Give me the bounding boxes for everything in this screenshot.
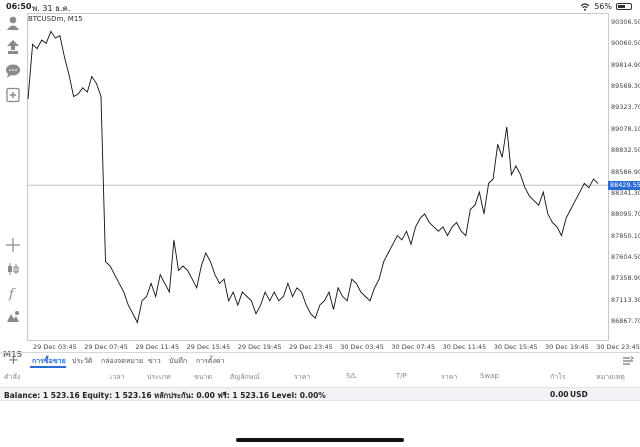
add-icon[interactable]: + <box>8 353 19 368</box>
balance-row: Balance: 1 523.16 Equity: 1 523.16 หลักป… <box>0 387 640 401</box>
tab-settings[interactable]: การตั้งค่า <box>196 357 225 365</box>
col-swap: Swap <box>480 372 499 380</box>
col-order: คำสั่ง <box>4 373 21 381</box>
price-tick-label: 89814.90 <box>611 60 640 69</box>
col-tp: T/P <box>396 372 407 380</box>
price-tick-label: 88832.50 <box>611 146 640 155</box>
status-right: 56% <box>580 2 632 11</box>
balance-summary: Balance: 1 523.16 Equity: 1 523.16 หลักป… <box>4 391 326 400</box>
price-tick-label: 87604.50 <box>611 252 640 261</box>
account-icon[interactable] <box>4 14 22 32</box>
col-comment: หมายเหตุ <box>596 373 625 381</box>
trade-icon[interactable] <box>4 38 22 56</box>
terminal-tabs: + การซื้อขาย ประวัติ กล่องจดหมาย ข่าว บั… <box>0 352 640 368</box>
new-order-icon[interactable] <box>4 86 22 104</box>
tab-history[interactable]: ประวัติ <box>72 357 93 365</box>
price-line-series <box>27 30 599 324</box>
tab-news[interactable]: ข่าว <box>148 357 161 365</box>
positions-table-header: คำสั่ง เวลา ประเภท ขนาด สัญลักษณ์ ราคา S… <box>0 372 640 384</box>
tab-trade[interactable]: การซื้อขาย <box>32 357 66 365</box>
total-profit: 0.00 <box>550 390 569 399</box>
col-volume: ขนาด <box>194 373 213 381</box>
svg-text:f: f <box>8 287 16 301</box>
price-tick-label: 86867.70 <box>611 317 640 325</box>
status-time: 06:50 <box>6 2 32 11</box>
account-currency: USD <box>570 390 588 399</box>
price-tick-label: 87113.30 <box>611 295 640 304</box>
col-sl: S/L <box>346 372 357 380</box>
price-tick-label: 89078.10 <box>611 124 640 133</box>
wifi-icon <box>580 2 590 11</box>
time-tick-label: 29 Dec 15:45 <box>186 343 231 351</box>
tab-mailbox[interactable]: กล่องจดหมาย <box>101 357 144 365</box>
time-tick-label: 30 Dec 15:45 <box>493 343 538 351</box>
chart-title: BTCUSDm, M15 <box>28 15 83 23</box>
chart-area[interactable] <box>27 13 608 341</box>
time-tick-label: 30 Dec 19:45 <box>545 343 589 351</box>
function-icon[interactable]: f <box>4 284 22 302</box>
status-bar: 06:50 พ. 31 ธ.ค. 56% <box>0 0 640 13</box>
time-tick-label: 30 Dec 03:45 <box>340 343 384 351</box>
timeframe-button[interactable]: M15 <box>3 350 23 359</box>
col-symbol: สัญลักษณ์ <box>230 373 260 381</box>
time-tick-label: 29 Dec 19:45 <box>237 343 282 351</box>
price-tick-label: 89323.70 <box>611 103 640 112</box>
col-price: ราคา <box>294 373 311 381</box>
col-profit: กำไร <box>550 373 566 381</box>
time-tick-label: 30 Dec 07:45 <box>391 343 436 351</box>
time-tick-label: 29 Dec 23:45 <box>289 343 333 351</box>
price-tick-label: 88095.70 <box>611 210 640 219</box>
time-tick-label: 30 Dec 11:45 <box>442 343 487 351</box>
candlestick-icon[interactable] <box>4 260 22 278</box>
price-tick-label: 90060.50 <box>611 39 640 48</box>
left-toolbar: f M15 <box>0 12 26 359</box>
time-tick-label: 29 Dec 07:45 <box>84 343 128 351</box>
price-tick-label: 88341.30 <box>611 188 640 197</box>
crosshair-icon[interactable] <box>4 236 22 254</box>
price-axis[interactable] <box>608 13 640 341</box>
time-tick-label: 29 Dec 11:45 <box>135 343 180 351</box>
price-tick-label: 88586.90 <box>611 167 640 176</box>
price-tick-label: 87850.10 <box>611 231 640 240</box>
time-tick-label: 30 Dec 23:45 <box>596 343 640 351</box>
price-tick-label: 89569.30 <box>611 82 640 91</box>
active-tab-indicator <box>30 366 66 368</box>
current-price-tag: 88429.55 <box>608 180 640 190</box>
tab-journal[interactable]: บันทึก <box>169 357 188 365</box>
battery-percent: 56% <box>594 2 612 11</box>
objects-icon[interactable] <box>4 308 22 326</box>
layout-icon[interactable] <box>622 355 634 367</box>
home-indicator <box>236 438 404 442</box>
time-tick-label: 29 Dec 03:45 <box>33 343 77 351</box>
col-time: เวลา <box>110 373 125 381</box>
status-date: พ. 31 ธ.ค. <box>32 4 71 13</box>
price-tick-label: 87358.90 <box>611 274 640 283</box>
price-tick-label: 90306.50 <box>611 18 640 26</box>
chat-icon[interactable] <box>4 62 22 80</box>
col-current-price: ราคา <box>441 373 458 381</box>
battery-icon <box>616 3 632 10</box>
col-type: ประเภท <box>147 373 171 381</box>
